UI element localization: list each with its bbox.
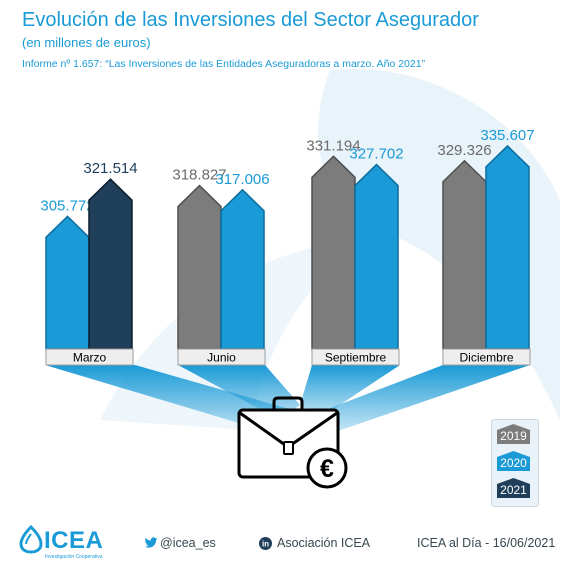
data-label-septiembre-2019: 331.194 bbox=[306, 137, 360, 154]
legend-label-2021: 2021 bbox=[500, 483, 527, 497]
legend-marker-2021 bbox=[497, 478, 530, 498]
ray-diciembre bbox=[320, 365, 530, 432]
data-label-diciembre-2020: 335.607 bbox=[480, 127, 534, 144]
footer-logo: ICEA bbox=[44, 527, 104, 554]
legend-label-2019: 2019 bbox=[500, 429, 527, 443]
category-label-diciembre: Diciembre bbox=[459, 351, 513, 365]
chart-title: Evolución de las Inversiones del Sector … bbox=[22, 9, 479, 31]
legend-marker-2020 bbox=[497, 451, 530, 471]
ray-junio bbox=[178, 365, 300, 420]
category-box-diciembre bbox=[442, 348, 531, 366]
linkedin-icon: in bbox=[259, 537, 272, 550]
category-box-marzo bbox=[45, 348, 134, 366]
data-label-diciembre-2019: 329.326 bbox=[437, 142, 491, 159]
category-box-septiembre bbox=[311, 348, 400, 366]
legend-label-2020: 2020 bbox=[500, 456, 527, 470]
ray-septiembre bbox=[300, 365, 400, 418]
footer-date: ICEA al Día - 16/06/2021 bbox=[417, 536, 556, 550]
twitter-icon bbox=[144, 537, 158, 548]
category-label-junio: Junio bbox=[207, 351, 236, 365]
category-box-junio bbox=[177, 348, 266, 366]
ray-marzo bbox=[45, 365, 300, 430]
legend-marker-2019 bbox=[497, 424, 530, 444]
data-label-septiembre-2020: 327.702 bbox=[349, 146, 403, 163]
chart-subtitle: (en millones de euros) bbox=[22, 35, 151, 50]
data-label-marzo-2020: 305.772 bbox=[40, 197, 94, 214]
report-reference: Informe nº 1.657: “Las Inversiones de la… bbox=[22, 58, 426, 70]
euro-icon: € bbox=[306, 447, 348, 489]
data-label-junio-2019: 318.827 bbox=[172, 167, 226, 184]
data-label-marzo-2021: 321.514 bbox=[83, 160, 137, 177]
icea-logo-icon bbox=[19, 525, 43, 554]
svg-text:€: € bbox=[320, 455, 334, 483]
footer-logo-tagline: Investigación Cooperativa bbox=[45, 554, 103, 560]
footer-twitter[interactable]: @icea_es bbox=[160, 536, 216, 550]
category-label-septiembre: Septiembre bbox=[325, 351, 387, 365]
footer-linkedin[interactable]: Asociación ICEA bbox=[277, 536, 371, 550]
data-label-junio-2020: 317.006 bbox=[215, 171, 269, 188]
svg-text:in: in bbox=[262, 540, 269, 549]
category-label-marzo: Marzo bbox=[73, 351, 107, 365]
